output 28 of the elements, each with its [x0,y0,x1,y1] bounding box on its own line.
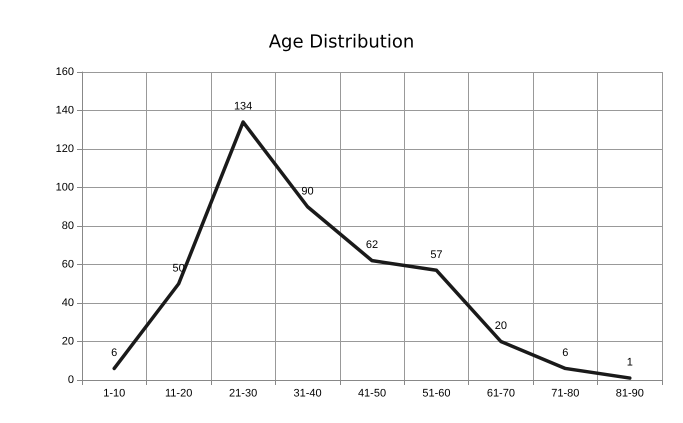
x-tick-label: 81-90 [616,388,644,400]
x-tick-label: 41-50 [358,388,386,400]
y-tick-label: 20 [62,336,74,348]
data-label: 6 [562,346,568,359]
data-label: 134 [234,100,252,113]
line-series [112,120,632,380]
y-tick-label: 160 [56,66,74,78]
x-tick-label: 11-20 [165,388,192,400]
y-tick-label: 40 [62,297,74,309]
data-label: 90 [301,185,314,198]
x-tick-label: 71-80 [551,388,580,400]
y-tick-label: 100 [56,182,74,194]
x-tick-label: 1-10 [103,388,126,400]
x-tick-label: 51-60 [422,388,451,400]
y-tick-label: 140 [56,104,74,116]
data-label: 1 [626,356,633,369]
data-label: 57 [430,248,443,261]
x-tick-label: 21-30 [229,388,258,400]
y-tick-label: 60 [62,258,74,270]
data-label: 6 [111,346,118,359]
x-tick-label: 61-70 [486,388,515,400]
y-tick-label: 0 [68,374,74,386]
y-tick-label: 120 [56,143,74,155]
chart-title: Age Distribution [268,32,414,52]
data-label: 62 [366,239,378,252]
y-tick-label: 80 [62,220,74,232]
x-tick-label: 31-40 [293,388,322,400]
data-label: 20 [494,320,508,332]
